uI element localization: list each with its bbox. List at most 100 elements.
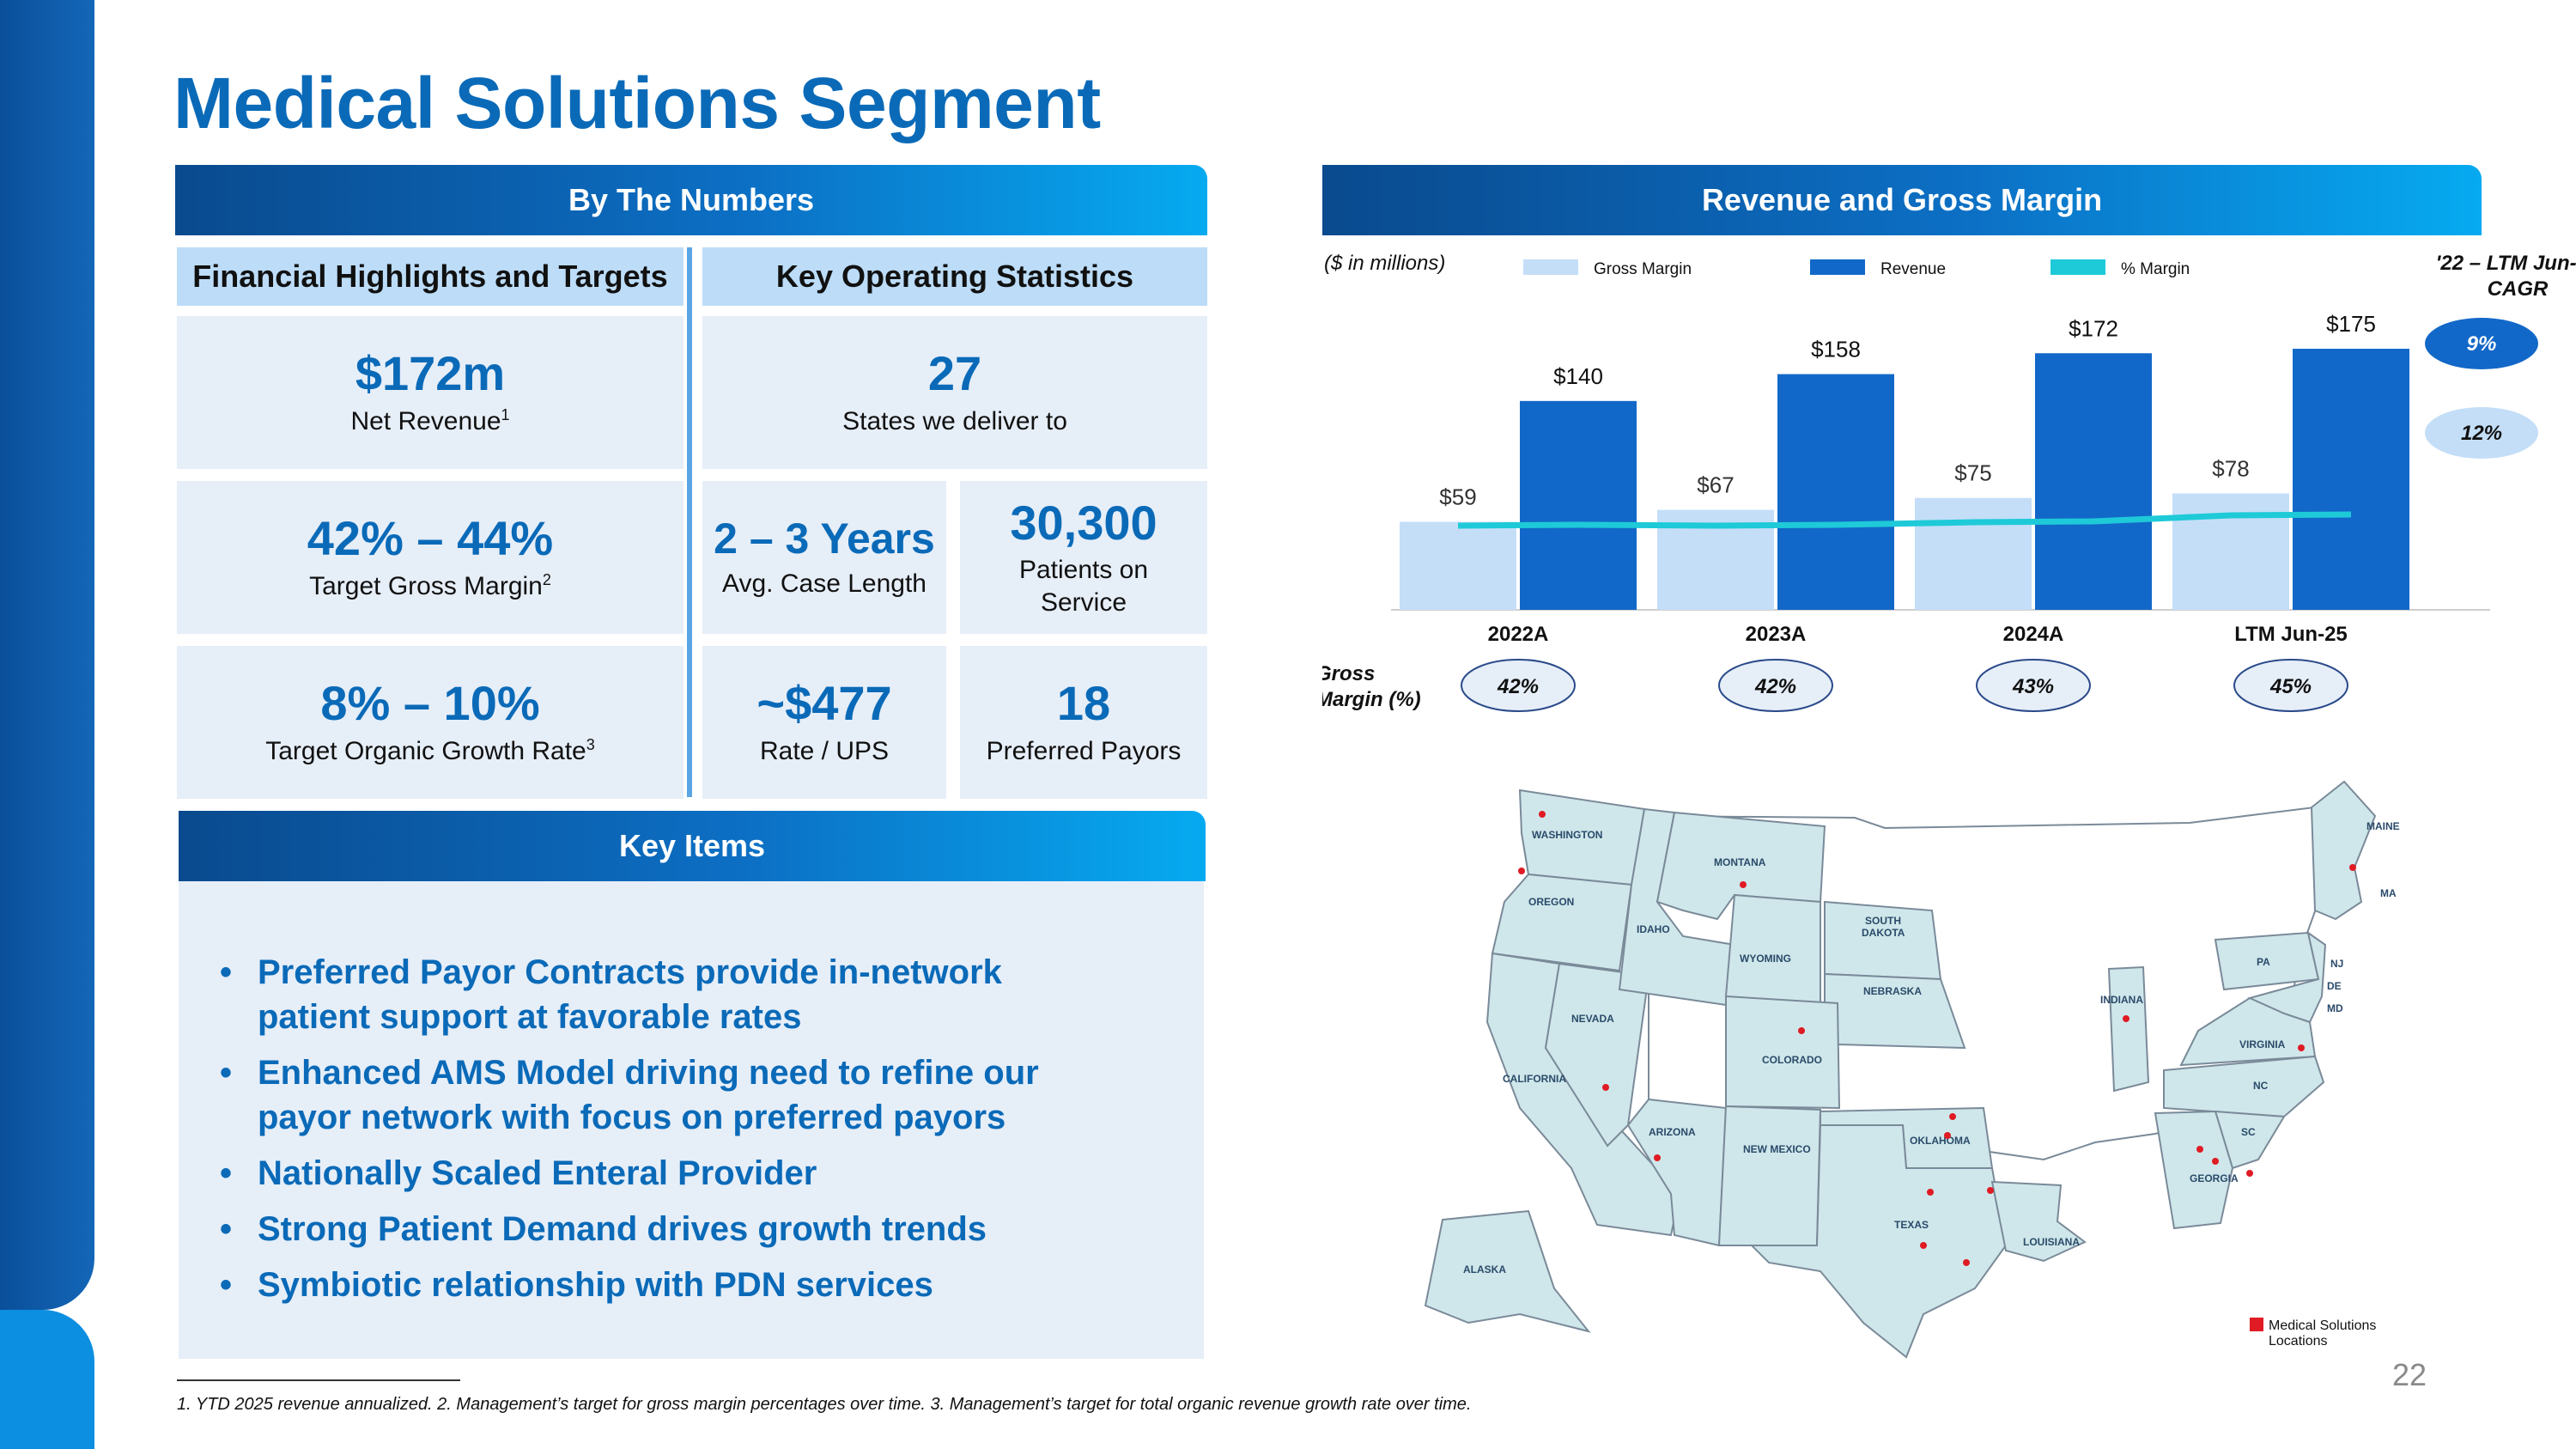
target-growth-label: Target Organic Growth Rate3 [265,736,595,766]
case-length-box: 2 – 3 Years Avg. Case Length [702,481,946,634]
sidebar-accent-top [0,0,94,1310]
map-state-alaska [1424,1209,1591,1333]
map-label: MA [2380,887,2397,899]
map-label: TEXAS [1894,1219,1929,1231]
x-tick-label: LTM Jun-25 [2234,623,2348,646]
footnote-rule [177,1379,460,1381]
rate-box: ~$477 Rate / UPS [702,646,946,799]
net-revenue-box: $172m Net Revenue1 [177,316,683,469]
by-the-numbers-banner: By The Numbers [175,165,1207,235]
legend-margin-label: % Margin [2121,260,2190,278]
map-label: NEVADA [1571,1013,1614,1025]
units-note: ($ in millions) [1324,252,1445,275]
revenue-value-label: $175 [2326,311,2376,337]
case-length-label: Avg. Case Length [722,569,927,598]
location-dot [2196,1146,2203,1153]
gross-margin-bar [1915,497,2032,610]
payors-label: Preferred Payors [986,737,1182,766]
map-state-labels: WASHINGTON OREGON CALIFORNIA NEVADA IDAH… [1463,820,2400,1275]
revenue-value-label: $158 [1811,337,1861,362]
location-dot [1740,881,1747,888]
map-label: NEW MEXICO [1743,1143,1811,1155]
sidebar-accent-bottom [0,1310,94,1449]
gross-margin-pct-value: 42% [1497,675,1539,698]
location-dot [1949,1113,1956,1120]
payors-box: 18 Preferred Payors [960,646,1207,799]
key-item: Enhanced AMS Model driving need to refin… [216,1050,1161,1140]
map-label: SC [2241,1126,2256,1138]
key-item: Preferred Payor Contracts provide in-net… [216,950,1161,1039]
target-growth-value: 8% – 10% [320,676,540,731]
margin-line [1457,511,2352,529]
net-revenue-label: Net Revenue1 [350,406,510,436]
cagr-title-line2: CAGR [2488,277,2549,301]
map-label: WYOMING [1740,953,1791,965]
map-label: ARIZONA [1649,1126,1696,1138]
key-items-panel: Preferred Payor Contracts provide in-net… [179,881,1204,1359]
revenue-value-label: $172 [2069,315,2118,341]
map-state-virginia [2179,996,2317,1067]
cagr-revenue-badge [2425,318,2538,369]
location-dot [1539,811,1546,818]
key-item: Nationally Scaled Enteral Provider [216,1151,1161,1196]
gross-margin-pct-badge [2233,659,2348,712]
map-label: GEORGIA [2190,1172,2239,1184]
map-label: COLORADO [1762,1054,1822,1066]
target-gross-margin-box: 42% – 44% Target Gross Margin2 [177,481,683,634]
map-label: NJ [2330,958,2343,970]
rate-label: Rate / UPS [759,737,890,766]
map-label: MD [2327,1002,2343,1014]
map-label: MAINE [2366,820,2400,832]
location-dot [2298,1044,2305,1051]
gross-margin-pct-value: 42% [1754,675,1796,698]
map-state-texas [1749,1124,2008,1359]
us-locations-map: WASHINGTON OREGON CALIFORNIA NEVADA IDAH… [1391,764,2576,1374]
location-dot [2123,1015,2129,1022]
map-legend-line2: Locations [2269,1334,2328,1349]
target-gross-margin-value: 42% – 44% [307,511,554,566]
location-dot [1920,1242,1927,1249]
net-revenue-value: $172m [355,346,506,401]
cagr-revenue-value: 9% [2467,332,2497,356]
location-dot [1944,1132,1951,1139]
location-dot [1798,1027,1805,1034]
map-label: ALASKA [1463,1263,1506,1275]
map-label: DE [2327,980,2342,992]
location-dot [1602,1084,1609,1091]
footnote: 1. YTD 2025 revenue annualized. 2. Manag… [177,1395,1472,1414]
map-legend-line1: Medical Solutions [2269,1318,2376,1333]
x-tick-label: 2023A [1746,623,1807,646]
map-label: OREGON [1528,896,1574,908]
legend-gross-margin-label: Gross Margin [1594,260,1692,278]
revenue-chart: ($ in millions) Gross Margin Revenue % M… [1315,246,2576,727]
map-label: NEBRASKA [1863,985,1922,997]
map-state-louisiana [1990,1180,2087,1263]
revenue-gross-margin-banner: Revenue and Gross Margin [1322,165,2482,235]
gross-margin-bar [2172,493,2289,610]
us-map-svg: WASHINGTON OREGON CALIFORNIA NEVADA IDAH… [1424,780,2400,1359]
page-title: Medical Solutions Segment [173,63,1101,143]
key-operating-statistics-header: Key Operating Statistics [702,247,1207,306]
revenue-bar [2293,349,2409,610]
patients-value: 30,300 [1010,495,1157,550]
margin-row-label-line1: Gross [1322,662,1375,685]
financial-highlights-header: Financial Highlights and Targets [177,247,683,306]
location-markers [1518,811,2356,1266]
gross-margin-bar [1400,521,1516,610]
map-label: CALIFORNIA [1503,1073,1566,1085]
key-items-banner: Key Items [179,811,1206,881]
cagr-gross-margin-value: 12% [2461,422,2502,445]
gross-margin-value-label: $67 [1697,472,1734,498]
legend-revenue-swatch [1810,259,1865,275]
legend-margin-swatch [2050,259,2105,275]
key-item: Symbiotic relationship with PDN services [216,1263,1161,1307]
page-number: 22 [2392,1357,2427,1392]
key-items-list: Preferred Payor Contracts provide in-net… [216,950,1161,1318]
payors-value: 18 [1056,676,1111,731]
bars-group: $59 $140 2022A $67 $158 2023A $75 $172 2024A $78 $… [1400,311,2409,646]
legend-revenue-label: Revenue [1880,260,1946,278]
map-state-colorado [1725,995,1841,1110]
location-dot [1654,1154,1661,1161]
map-state-south-dakota [1824,900,1942,981]
map-label: PA [2257,956,2270,968]
